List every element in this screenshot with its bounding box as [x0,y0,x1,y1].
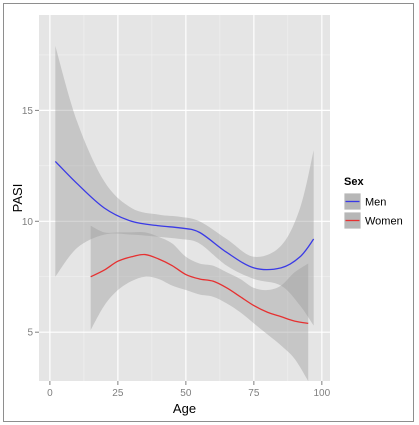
line-men [54,160,315,271]
y-axis-ticks: 5 10 15 [22,106,39,339]
x-tick-label: 50 [180,388,192,399]
major-gridlines [39,15,330,381]
y-tick-label: 5 [27,328,33,339]
y-axis-title: PASI [10,184,25,213]
y-tick-label: 15 [22,106,34,117]
line-women [90,253,309,324]
legend: Sex Men Women [343,176,403,230]
x-tick-label: 25 [112,388,124,399]
legend-label-women: Women [365,216,403,228]
x-axis-ticks: 0 25 50 75 100 [47,381,331,399]
plot-panel [39,15,330,381]
y-tick-label: 10 [22,217,34,228]
ribbon-men [55,46,314,326]
series-lines [54,160,315,324]
minor-gridlines [39,15,330,381]
x-tick-label: 75 [248,388,260,399]
confidence-bands [55,46,314,381]
x-axis-title: Age [173,401,196,416]
x-tick-label: 100 [313,388,330,399]
x-tick-label: 0 [47,388,53,399]
ribbon-women [90,225,309,381]
legend-label-men: Men [365,197,386,209]
legend-items: Men Women [343,192,403,230]
legend-title: Sex [344,176,364,188]
